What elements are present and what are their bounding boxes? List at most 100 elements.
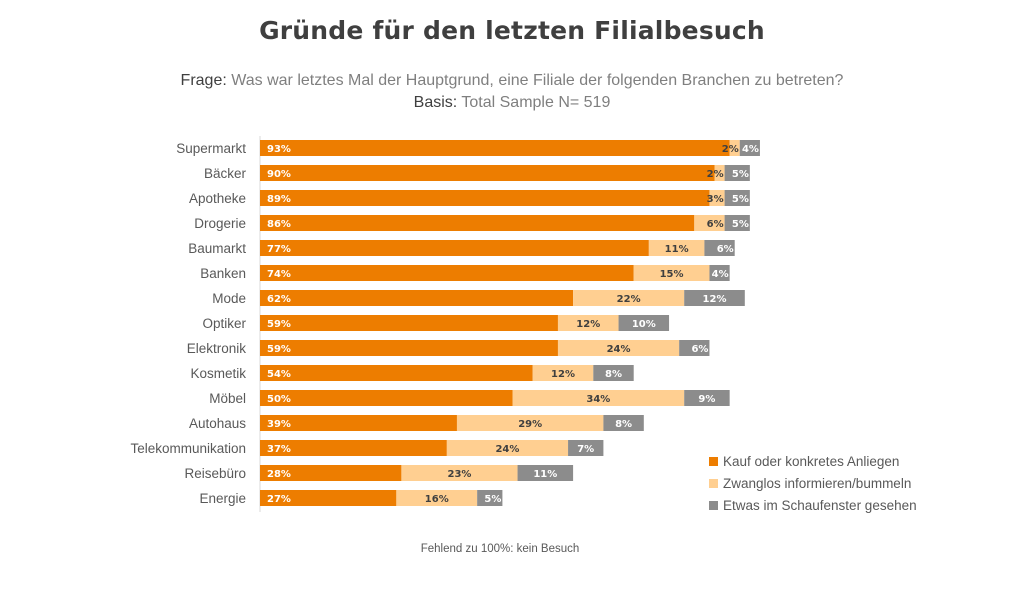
bar-zwanglos: [512, 390, 685, 406]
bar-zwanglos: [729, 140, 740, 156]
data-label-schaufenster: 11%: [533, 469, 557, 480]
legend-item-zwanglos: Zwanglos informieren/bummeln: [709, 472, 917, 494]
data-label-kauf: 90%: [267, 169, 291, 180]
legend-label-zwanglos: Zwanglos informieren/bummeln: [723, 475, 912, 491]
bar-kauf: [260, 340, 558, 356]
bar-kauf: [260, 190, 710, 206]
data-label-schaufenster: 5%: [484, 494, 501, 505]
bar-schaufenster: [739, 140, 760, 156]
data-label-kauf: 59%: [267, 319, 291, 330]
bar-schaufenster: [724, 215, 750, 231]
category-label: Elektronik: [187, 341, 247, 356]
data-label-zwanglos: 15%: [660, 269, 684, 280]
bar-zwanglos: [714, 165, 725, 181]
data-label-kauf: 27%: [267, 494, 291, 505]
legend-item-kauf: Kauf oder konkretes Anliegen: [709, 450, 917, 472]
category-label: Drogerie: [194, 216, 246, 231]
data-label-zwanglos: 23%: [448, 469, 472, 480]
category-label: Banken: [200, 266, 246, 281]
bar-kauf: [260, 415, 457, 431]
data-label-schaufenster: 8%: [605, 369, 622, 380]
data-label-kauf: 59%: [267, 344, 291, 355]
data-label-kauf: 37%: [267, 444, 291, 455]
data-label-zwanglos: 2%: [722, 144, 739, 155]
legend-swatch-schaufenster: [709, 500, 718, 510]
bar-kauf: [260, 440, 447, 456]
data-label-schaufenster: 10%: [632, 319, 656, 330]
data-label-schaufenster: 5%: [732, 194, 749, 205]
data-label-schaufenster: 7%: [577, 444, 594, 455]
bar-zwanglos: [456, 415, 604, 431]
data-label-zwanglos: 3%: [707, 194, 724, 205]
bar-zwanglos: [709, 190, 725, 206]
bar-kauf: [260, 390, 513, 406]
bar-zwanglos: [446, 440, 569, 456]
bar-schaufenster: [517, 465, 574, 481]
bar-kauf: [260, 365, 533, 381]
bar-zwanglos: [401, 465, 518, 481]
data-label-schaufenster: 8%: [615, 419, 632, 430]
bar-kauf: [260, 315, 558, 331]
bar-zwanglos: [633, 265, 710, 281]
data-label-schaufenster: 4%: [742, 144, 759, 155]
bar-zwanglos: [694, 215, 725, 231]
legend-label-schaufenster: Etwas im Schaufenster gesehen: [723, 497, 917, 513]
chart-title: Gründe für den letzten Filialbesuch: [259, 16, 765, 45]
category-label: Apotheke: [189, 191, 246, 206]
category-label: Mode: [212, 291, 246, 306]
data-label-schaufenster: 9%: [698, 394, 715, 405]
data-label-zwanglos: 22%: [617, 294, 641, 305]
question-label: Frage:: [180, 72, 227, 89]
data-label-schaufenster: 4%: [712, 269, 729, 280]
data-label-kauf: 28%: [267, 469, 291, 480]
data-label-kauf: 77%: [267, 244, 291, 255]
bar-zwanglos: [573, 290, 685, 306]
basis-line: Basis: Total Sample N= 519: [0, 94, 1024, 112]
bar-zwanglos: [557, 340, 680, 356]
bar-schaufenster: [603, 415, 644, 431]
bar-schaufenster: [477, 490, 503, 506]
data-label-zwanglos: 16%: [425, 494, 449, 505]
data-label-kauf: 93%: [267, 144, 291, 155]
bar-zwanglos: [532, 365, 594, 381]
data-label-kauf: 74%: [267, 269, 291, 280]
data-label-zwanglos: 2%: [707, 169, 724, 180]
category-label: Möbel: [209, 391, 246, 406]
bar-schaufenster: [618, 315, 670, 331]
data-label-zwanglos: 29%: [518, 419, 542, 430]
legend-swatch-kauf: [709, 456, 718, 466]
data-label-kauf: 62%: [267, 294, 291, 305]
data-label-zwanglos: 24%: [495, 444, 519, 455]
bar-zwanglos: [396, 490, 478, 506]
basis-label: Basis:: [413, 94, 458, 111]
bar-schaufenster: [724, 165, 750, 181]
legend-swatch-zwanglos: [709, 478, 718, 488]
basis-text: Total Sample N= 519: [457, 94, 611, 111]
bar-kauf: [260, 165, 715, 181]
category-label: Kosmetik: [190, 366, 246, 381]
bar-schaufenster: [684, 390, 730, 406]
data-label-zwanglos: 34%: [586, 394, 610, 405]
legend-label-kauf: Kauf oder konkretes Anliegen: [723, 453, 900, 469]
data-label-kauf: 86%: [267, 219, 291, 230]
bar-kauf: [260, 240, 649, 256]
data-label-kauf: 39%: [267, 419, 291, 430]
category-label: Energie: [199, 491, 246, 506]
bar-schaufenster: [709, 265, 730, 281]
bar-kauf: [260, 215, 695, 231]
bar-kauf: [260, 140, 730, 156]
data-label-zwanglos: 12%: [551, 369, 575, 380]
category-label: Autohaus: [189, 416, 246, 431]
bar-schaufenster: [593, 365, 634, 381]
bar-kauf: [260, 265, 634, 281]
bar-kauf: [260, 290, 574, 306]
data-label-kauf: 50%: [267, 394, 291, 405]
bar-zwanglos: [648, 240, 705, 256]
category-label: Reisebüro: [184, 466, 246, 481]
data-label-zwanglos: 6%: [707, 219, 724, 230]
bar-kauf: [260, 465, 402, 481]
data-label-schaufenster: 5%: [732, 219, 749, 230]
data-label-zwanglos: 24%: [607, 344, 631, 355]
data-label-schaufenster: 6%: [717, 244, 734, 255]
